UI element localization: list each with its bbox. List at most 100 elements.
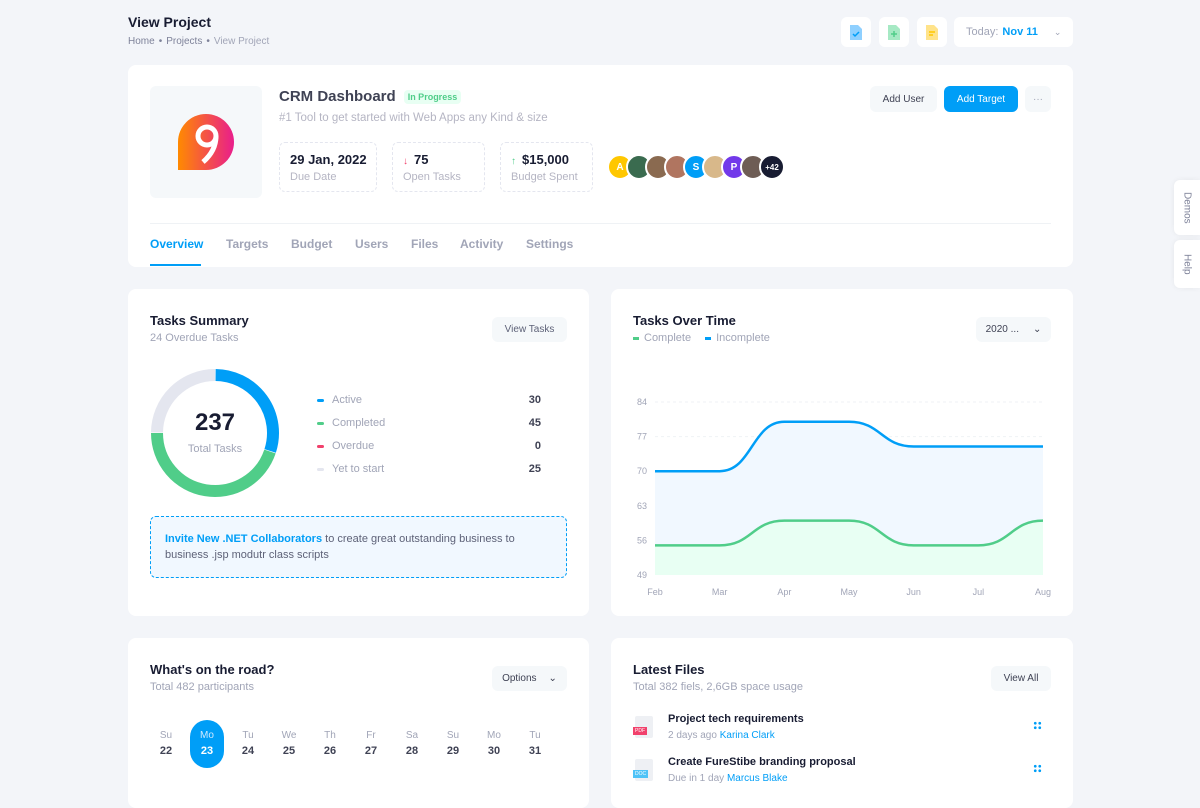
y-tick-label: 84 <box>637 397 647 407</box>
legend-value: 45 <box>528 417 541 429</box>
calendar-day[interactable]: Su 29 <box>436 720 470 768</box>
stat-value: 29 Jan, 2022 <box>290 152 367 167</box>
more-options-button[interactable]: ··· <box>1025 86 1051 112</box>
project-logo <box>150 86 262 198</box>
file-time: 2 days ago <box>668 730 717 741</box>
breadcrumb-projects[interactable]: Projects <box>166 36 203 47</box>
calendar-day[interactable]: Tu 31 <box>518 720 552 768</box>
legend-value: 25 <box>528 463 541 475</box>
chevron-down-icon: ⌄ <box>1053 26 1062 37</box>
series-line-complete <box>655 519 1044 547</box>
legend-item: Overdue 0 <box>317 440 541 452</box>
chevron-down-icon: ⌄ <box>548 673 557 684</box>
arrow-up-icon: ↑ <box>511 156 516 167</box>
tasks-area-chart: 49 56 63 70 77 84 Feb Mar Apr May Jun Jul Aug <box>637 397 1051 597</box>
file-text-button[interactable] <box>917 17 947 47</box>
legend-swatch <box>633 336 639 340</box>
donut-segment-active <box>215 369 279 453</box>
calendar-day[interactable]: Sa 28 <box>395 720 429 768</box>
demos-tab[interactable]: Demos <box>1174 180 1200 235</box>
legend-dot <box>317 444 324 448</box>
add-target-button[interactable]: Add Target <box>944 86 1018 112</box>
view-all-button[interactable]: View All <box>991 666 1051 691</box>
legend-value: 0 <box>534 440 541 452</box>
file-add-icon <box>888 24 900 40</box>
invite-text: to create great outstanding business to … <box>165 533 515 561</box>
file-check-button[interactable] <box>841 17 871 47</box>
file-menu-icon[interactable] <box>1033 721 1042 730</box>
day-number: 24 <box>241 745 255 757</box>
tab-targets[interactable]: Targets <box>226 237 269 251</box>
tab-settings[interactable]: Settings <box>526 237 574 251</box>
tasks-summary-subtitle: 24 Overdue Tasks <box>150 332 239 344</box>
avatar[interactable]: +42 <box>759 154 785 180</box>
day-number: 25 <box>282 745 296 757</box>
legend-dot <box>317 398 324 402</box>
road-subtitle: Total 482 participants <box>150 681 254 693</box>
y-tick-label: 49 <box>637 570 647 580</box>
files-title: Latest Files <box>633 662 705 677</box>
day-name: We <box>281 730 297 741</box>
calendar-day[interactable]: Tu 24 <box>231 720 265 768</box>
tab-users[interactable]: Users <box>355 237 389 251</box>
legend-item: Active 30 <box>317 394 541 406</box>
invite-notice: Invite New .NET Collaborators to create … <box>150 516 567 578</box>
active-tab-indicator <box>150 264 201 266</box>
tab-files[interactable]: Files <box>411 237 439 251</box>
day-number: 29 <box>446 745 460 757</box>
project-description: #1 Tool to get started with Web Apps any… <box>279 112 548 124</box>
y-tick-label: 70 <box>637 466 647 476</box>
calendar-day[interactable]: Fr 27 <box>354 720 388 768</box>
day-number: 31 <box>528 745 542 757</box>
calendar-day[interactable]: Th 26 <box>313 720 347 768</box>
file-meta: Due in 1 day Marcus Blake <box>668 773 788 784</box>
help-label: Help <box>1181 253 1193 275</box>
stat-label: Due Date <box>290 171 337 183</box>
tasks-donut-chart <box>151 369 279 497</box>
page-title: View Project <box>128 14 212 30</box>
today-value: Nov 11 <box>1002 26 1038 38</box>
day-number: 28 <box>405 745 419 757</box>
file-menu-icon[interactable] <box>1033 764 1042 773</box>
chart-title: Tasks Over Time <box>633 313 736 328</box>
invite-link[interactable]: Invite New .NET Collaborators <box>165 533 323 545</box>
legend-label: Completed <box>332 417 386 429</box>
help-tab[interactable]: Help <box>1174 240 1200 288</box>
pdf-file-icon: PDF <box>633 716 653 738</box>
calendar-day[interactable]: Mo 23 <box>190 720 224 768</box>
file-user-link[interactable]: Marcus Blake <box>726 773 788 784</box>
tab-budget[interactable]: Budget <box>291 237 333 251</box>
breadcrumb-home[interactable]: Home <box>128 36 155 47</box>
year-filter-dropdown[interactable]: 2020 ... ⌄ <box>976 317 1051 342</box>
file-add-button[interactable] <box>879 17 909 47</box>
x-tick-label: Mar <box>712 587 728 597</box>
calendar-day[interactable]: Su 22 <box>149 720 183 768</box>
file-user-link[interactable]: Karina Clark <box>719 730 775 741</box>
y-tick-label: 63 <box>637 501 647 511</box>
day-name: Mo <box>487 730 501 741</box>
calendar-day[interactable]: We 25 <box>272 720 306 768</box>
stat-value: $15,000 <box>522 152 569 167</box>
day-name: Fr <box>366 730 376 741</box>
add-user-button[interactable]: Add User <box>870 86 937 112</box>
stat-value: 75 <box>414 152 429 167</box>
year-filter-value: 2020 ... <box>985 324 1019 335</box>
day-name: Su <box>159 730 173 741</box>
calendar-day[interactable]: Mo 30 <box>477 720 511 768</box>
options-dropdown[interactable]: Options ⌄ <box>492 666 567 691</box>
today-label: Today: <box>966 26 999 38</box>
day-number: 23 <box>200 745 214 757</box>
tab-overview[interactable]: Overview <box>150 237 204 251</box>
legend-value: 30 <box>528 394 541 406</box>
day-name: Th <box>324 730 336 741</box>
day-number: 22 <box>159 745 173 757</box>
date-picker[interactable]: Today: Nov 11 ⌄ <box>954 17 1073 47</box>
tab-activity[interactable]: Activity <box>460 237 504 251</box>
legend-item: Yet to start 25 <box>317 463 541 475</box>
file-name[interactable]: Project tech requirements <box>668 713 804 725</box>
tasks-summary-title: Tasks Summary <box>150 313 249 328</box>
view-tasks-button[interactable]: View Tasks <box>492 317 567 342</box>
file-name[interactable]: Create FureStibe branding proposal <box>668 756 856 768</box>
file-type-badge: DOC <box>633 770 649 778</box>
legend-incomplete: Incomplete <box>705 332 770 344</box>
